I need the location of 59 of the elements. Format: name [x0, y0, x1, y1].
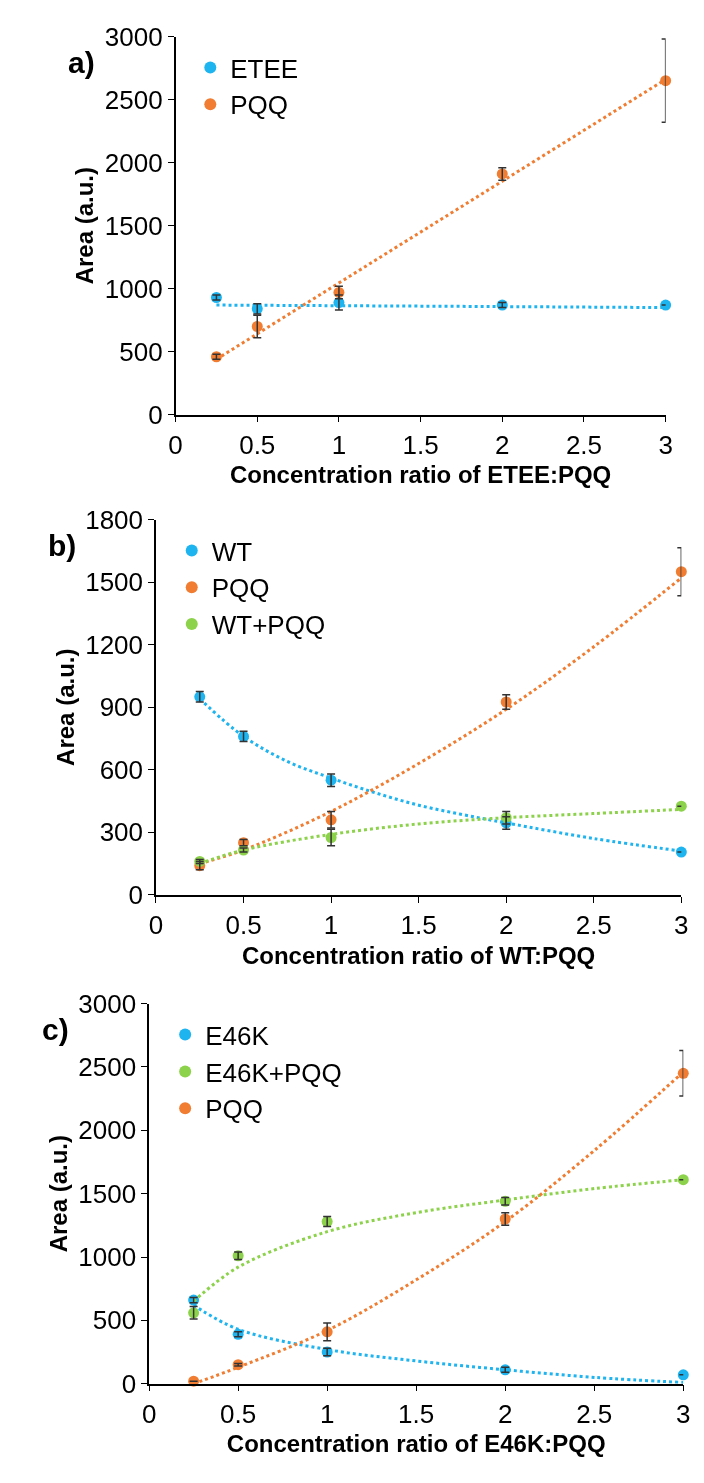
x-tick-label: 1.5	[402, 429, 439, 460]
y-tick-label: 1800	[85, 504, 144, 535]
y-tick-label: 900	[99, 692, 144, 723]
x-axis-title: Concentration ratio of WT:PQQ	[241, 941, 596, 969]
x-tick-label: 0.5	[225, 909, 262, 940]
x-tick-label: 3	[674, 909, 689, 940]
legend-label: E46K+PQQ	[205, 1057, 342, 1088]
x-axis-title: Concentration ratio of ETEE:PQQ	[229, 461, 612, 489]
legend-label: WT	[211, 536, 253, 567]
y-tick-label: 0	[128, 879, 144, 910]
x-tick-label: 2.5	[575, 909, 612, 940]
legend-label: WT+PQQ	[211, 610, 326, 641]
y-tick-label: 1000	[104, 273, 163, 304]
chart-title: b)	[48, 529, 77, 562]
x-tick-label: 1.5	[400, 909, 437, 940]
y-tick-label: 2000	[104, 147, 163, 178]
y-tick-label: 500	[92, 1305, 137, 1336]
y-tick-label: 2500	[78, 1052, 137, 1083]
y-axis-title: Area (a.u.)	[44, 1134, 72, 1253]
y-tick-label: 3000	[78, 988, 137, 1019]
point	[677, 1174, 689, 1186]
legend-label: PQQ	[205, 1094, 263, 1125]
legend-label: E46K	[205, 1020, 270, 1051]
y-tick-label: 600	[99, 754, 144, 785]
x-axis-title: Concentration ratio of E46K:PQQ	[226, 1430, 606, 1458]
x-tick-label: 2	[497, 1398, 513, 1429]
x-tick-label: 1	[323, 909, 339, 940]
y-tick-label: 1000	[78, 1242, 137, 1273]
x-tick-label: 1.5	[398, 1398, 435, 1429]
x-tick-label: 0.5	[239, 429, 276, 460]
x-tick-label: 2	[498, 909, 514, 940]
y-tick-label: 1500	[85, 567, 144, 598]
y-tick-label: 0	[148, 399, 163, 430]
x-tick-label: 2.5	[565, 429, 603, 460]
x-tick-label: 2.5	[576, 1398, 613, 1429]
y-tick-label: 2000	[78, 1115, 137, 1146]
y-tick-label: 1200	[85, 629, 144, 660]
chart-title: c)	[42, 1013, 69, 1046]
legend-label: PQQ	[211, 573, 270, 604]
y-axis-title: Area (a.u.)	[51, 648, 79, 766]
y-tick-label: 1500	[78, 1178, 137, 1209]
y-axis-title: Area (a.u.)	[71, 166, 99, 285]
x-tick-label: 0	[168, 429, 183, 460]
legend-label: PQQ	[230, 90, 289, 121]
y-tick-label: 0	[121, 1368, 137, 1399]
y-tick-label: 3000	[104, 21, 163, 52]
y-tick-label: 500	[119, 336, 163, 367]
point	[677, 1369, 689, 1381]
x-tick-label: 1	[319, 1398, 335, 1429]
x-tick-label: 2	[495, 429, 510, 460]
x-tick-label: 3	[658, 429, 673, 460]
x-tick-label: 0.5	[220, 1398, 257, 1429]
x-tick-label: 3	[676, 1398, 691, 1429]
y-tick-label: 300	[99, 817, 144, 848]
y-tick-label: 1500	[104, 210, 163, 241]
legend-label: ETEE	[230, 53, 299, 84]
chart-title: a)	[68, 46, 95, 79]
x-tick-label: 1	[331, 429, 347, 460]
y-tick-label: 2500	[104, 84, 163, 115]
